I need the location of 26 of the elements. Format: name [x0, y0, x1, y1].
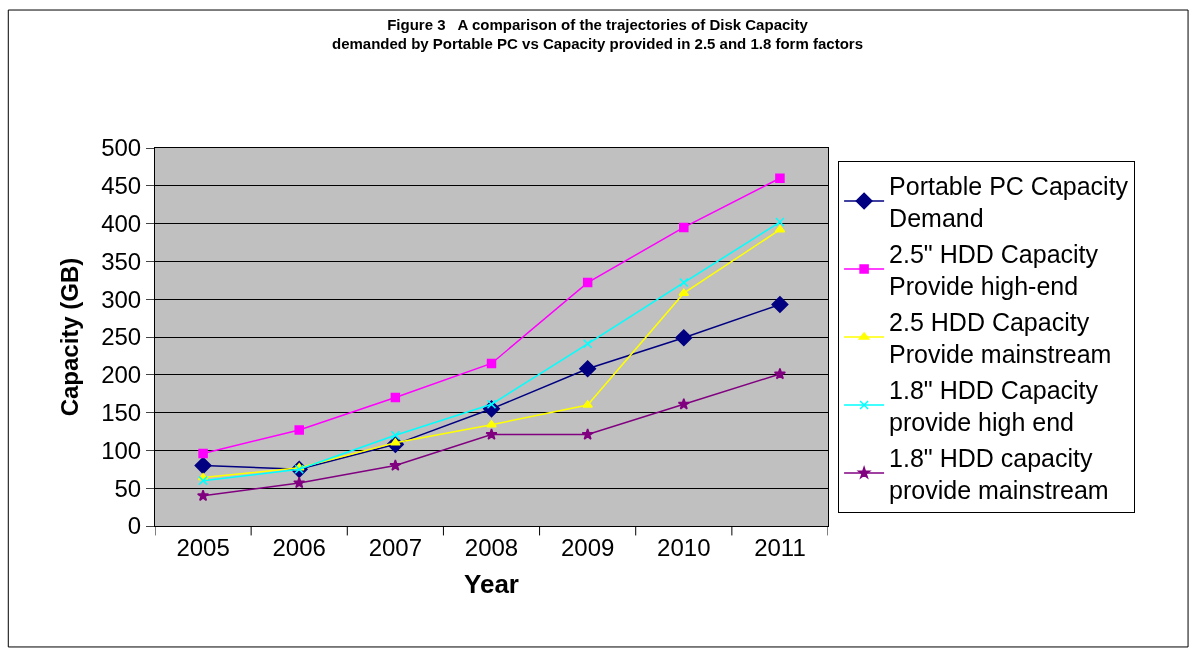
x-tick-label: 2010 — [657, 533, 711, 561]
y-tick-label: 450 — [101, 172, 142, 200]
y-tick-label: 350 — [101, 247, 142, 275]
x-tick-label: 2011 — [754, 533, 806, 561]
x-tick-label: 2009 — [560, 533, 615, 561]
chart-title: Figure 3 A comparison of the trajectories of Disk Capacity demanded by Portable PC vs Capacity provided in 2.5 and 1.8 form factors — [332, 15, 863, 53]
legend-label: 1.8" HDD capacity provide mainstream — [889, 443, 1109, 504]
x-tick-label: 2005 — [176, 533, 230, 561]
legend-label: 2.5" HDD Capacity Provide high-end — [889, 239, 1099, 300]
y-tick-label: 500 — [101, 134, 142, 162]
y-tick-label: 150 — [101, 399, 142, 426]
y-tick-label: 200 — [101, 361, 142, 389]
legend-label: 1.8" HDD Capacity provide high end — [889, 375, 1099, 436]
y-tick-label: 400 — [101, 210, 142, 237]
x-tick-label: 2006 — [272, 533, 326, 561]
x-tick-label: 2007 — [368, 533, 423, 561]
legend-label: Portable PC Capacity Demand — [889, 171, 1129, 232]
y-tick-label: 250 — [101, 323, 142, 351]
y-axis-title: Capacity (GB) — [56, 257, 84, 417]
y-tick-label: 0 — [127, 512, 142, 540]
y-tick-label: 100 — [101, 436, 142, 464]
x-axis-title: Year — [464, 569, 519, 600]
y-tick-label: 300 — [101, 285, 142, 313]
y-tick-label: 50 — [114, 474, 142, 502]
x-tick-label: 2008 — [464, 533, 519, 561]
legend-label: 2.5 HDD Capacity Provide mainstream — [889, 307, 1112, 368]
